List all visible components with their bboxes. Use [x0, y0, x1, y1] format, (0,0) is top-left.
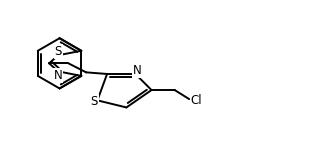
Text: N: N: [133, 64, 141, 77]
Text: S: S: [54, 45, 62, 58]
Text: S: S: [90, 95, 98, 108]
Text: N: N: [54, 69, 62, 82]
Text: Cl: Cl: [190, 94, 202, 107]
